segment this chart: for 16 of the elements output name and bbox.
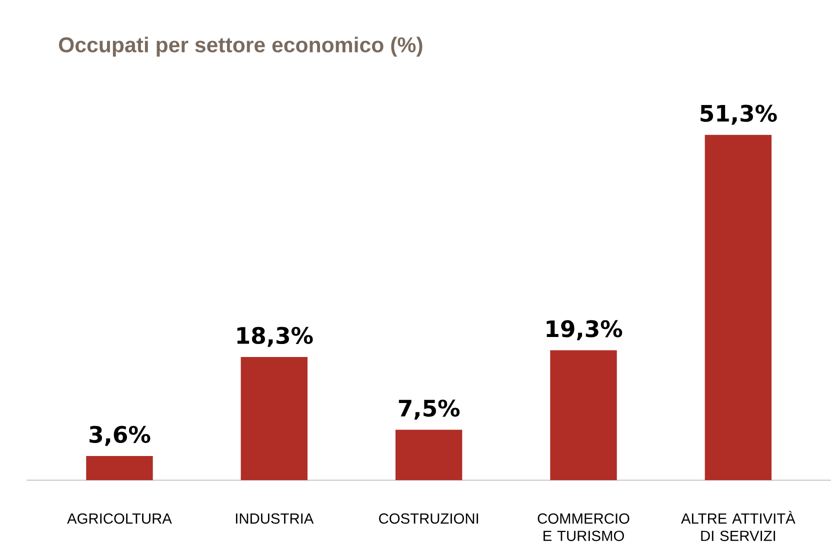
bar bbox=[395, 430, 462, 480]
bar bbox=[240, 357, 308, 480]
data-label: 3,6% bbox=[90, 426, 150, 446]
data-label: 7,5% bbox=[398, 400, 460, 420]
data-label: 51,3% bbox=[700, 104, 777, 125]
data-label: 19,3% bbox=[546, 320, 622, 340]
chart-title: Occupati per settore economico (%) bbox=[58, 36, 422, 57]
data-label: 18,3% bbox=[237, 326, 313, 347]
bar bbox=[704, 134, 772, 480]
x-tick-label: ALTRE ATTIVITÀ DI SERVIZI bbox=[681, 510, 796, 542]
bar bbox=[86, 456, 153, 480]
x-tick-label: INDUSTRIA bbox=[236, 513, 314, 524]
x-tick-label: COMMERCIO E TURISMO bbox=[538, 513, 630, 542]
bar bbox=[550, 350, 617, 480]
x-tick-label: AGRICOLTURA bbox=[67, 513, 172, 524]
x-tick-label: COSTRUZIONI bbox=[379, 513, 478, 524]
